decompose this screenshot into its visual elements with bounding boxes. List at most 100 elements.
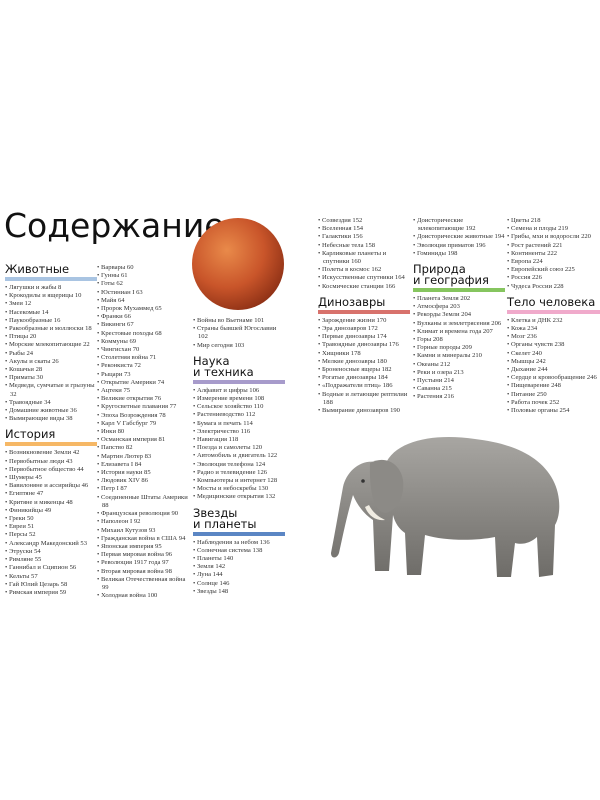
section-color-bar	[413, 288, 505, 293]
toc-entry: Питание 250	[507, 391, 600, 399]
section-color-bar	[318, 309, 410, 314]
toc-entry: Мир сегодня 103	[193, 342, 285, 350]
toc-entry: Франки 66	[97, 313, 189, 321]
toc-entry: Пищеварение 248	[507, 382, 600, 390]
toc-entry: «Подражатели птиц» 186	[318, 382, 410, 390]
toc-entry: Вторая мировая война 98	[97, 568, 189, 576]
toc-entry: Папство 82	[97, 444, 189, 452]
toc-entry: Майя 64	[97, 297, 189, 305]
toc-entry: Семена и плоды 219	[507, 225, 600, 233]
toc-entry: Римская империя 59	[5, 589, 97, 597]
section-heading: Наука и техника	[193, 353, 254, 379]
toc-entry: Великая Отечественная война 99	[97, 576, 189, 592]
section-color-bar	[507, 309, 600, 314]
toc-entry: Соединенные Штаты Америки 88	[97, 494, 189, 510]
toc-entry: Лягушки и жабы 8	[5, 284, 97, 292]
toc-entry: Первобытные люди 43	[5, 458, 97, 466]
toc-entry: Электричество 116	[193, 428, 285, 436]
toc-entry: Половые органы 254	[507, 407, 600, 415]
toc-entry: Клетка и ДНК 232	[507, 317, 600, 325]
toc-entry: Звезды 148	[193, 588, 285, 596]
toc-entry: Вулканы и землетрясения 206	[413, 320, 505, 328]
toc-entry: Великие открытия 76	[97, 395, 189, 403]
toc-entry: Зарождение жизни 170	[318, 317, 410, 325]
toc-entry: Домашние животные 36	[5, 407, 97, 415]
toc-entry: Рыцари 73	[97, 371, 189, 379]
toc-entry: Карликовые планеты и спутники 160	[318, 250, 410, 266]
toc-entry: Рыбы 24	[5, 350, 97, 358]
toc-entry: Коммуны 69	[97, 338, 189, 346]
toc-entry: Европейский союз 225	[507, 266, 600, 274]
page-title: Содержание	[4, 206, 225, 245]
toc-entry: Гражданская война в США 94	[97, 535, 189, 543]
toc-entry: Змеи 12	[5, 300, 97, 308]
toc-entry: Медицинские открытия 132	[193, 493, 285, 501]
toc-column: Цветы 218Семена и плоды 219Грибы, мхи и …	[507, 217, 600, 415]
toc-entry: Чудеса России 228	[507, 283, 600, 291]
toc-entry: Пустыни 214	[413, 377, 505, 385]
toc-entry: Первая мировая война 96	[97, 551, 189, 559]
toc-entry: Работа почек 252	[507, 399, 600, 407]
toc-entry: Эра динозавров 172	[318, 325, 410, 333]
toc-entry: Броненосные ящеры 182	[318, 366, 410, 374]
section-color-bar	[193, 531, 285, 536]
toc-entry: Возникновение Земли 42	[5, 449, 97, 457]
toc-column: Животные Лягушки и жабы 8Крокодилы и ящер…	[5, 262, 97, 597]
toc-entry: Автомобиль и двигатель 122	[193, 452, 285, 460]
toc-entry: Варвары 60	[97, 264, 189, 272]
toc-entry: Финикийцы 49	[5, 507, 97, 515]
toc-entry: Вселенная 154	[318, 225, 410, 233]
toc-entry: Солнечная система 138	[193, 547, 285, 555]
toc-entry: Михаил Кутузов 93	[97, 527, 189, 535]
toc-entry: Наблюдения за небом 136	[193, 539, 285, 547]
toc-entry: Мосты и небоскребы 130	[193, 485, 285, 493]
toc-entry: Солнце 146	[193, 580, 285, 588]
toc-entry: Войны во Вьетнаме 101	[193, 317, 285, 325]
toc-entry: Японская империя 95	[97, 543, 189, 551]
toc-entry: Петр I 87	[97, 485, 189, 493]
toc-column: Созвездия 152Вселенная 154Галактики 156Н…	[318, 217, 410, 415]
toc-entry: Крокодилы и ящерицы 10	[5, 292, 97, 300]
section-heading: Животные	[5, 262, 70, 276]
toc-entry: Реконкиста 72	[97, 362, 189, 370]
toc-entry: Римляне 55	[5, 556, 97, 564]
toc-entry: Рост растений 221	[507, 242, 600, 250]
toc-entry: Реки и озера 213	[413, 369, 505, 377]
toc-entry: Созвездия 152	[318, 217, 410, 225]
toc-entry: Гоминиды 198	[413, 250, 505, 258]
toc-entry: Викинги 67	[97, 321, 189, 329]
toc-entry: Людовик XIV 86	[97, 477, 189, 485]
elephant-image	[331, 436, 560, 577]
toc-entry: Холодная война 100	[97, 592, 189, 600]
toc-entry: Поезда и самолеты 120	[193, 444, 285, 452]
toc-entry: Карл V Габсбург 79	[97, 420, 189, 428]
toc-entry: Османская империя 81	[97, 436, 189, 444]
toc-entry: Кругосветные плавания 77	[97, 403, 189, 411]
toc-entry: Первобытное общество 44	[5, 466, 97, 474]
toc-entry: Рогатые динозавры 184	[318, 374, 410, 382]
toc-entry: Бумага и печать 114	[193, 420, 285, 428]
toc-entry: Грибы, мхи и водоросли 220	[507, 233, 600, 241]
toc-entry: Искусственные спутники 164	[318, 274, 410, 282]
toc-entry: Первые динозавры 174	[318, 333, 410, 341]
toc-entry: Доисторические животные 194	[413, 233, 505, 241]
toc-entry: Гай Юлий Цезарь 58	[5, 581, 97, 589]
toc-entry: Космические станции 166	[318, 283, 410, 291]
toc-entry: Этруски 54	[5, 548, 97, 556]
toc-entry: Наполеон I 92	[97, 518, 189, 526]
toc-entry: Насекомые 14	[5, 309, 97, 317]
toc-entry: Вымирающие виды 38	[5, 415, 97, 423]
toc-entry: Растениеводство 112	[193, 411, 285, 419]
toc-column: Варвары 60Гунны 61Готы 62Юстиниан I 63Ма…	[97, 264, 189, 600]
toc-entry: История науки 85	[97, 469, 189, 477]
toc-entry: Алфавит и цифры 106	[193, 387, 285, 395]
toc-entry: Дыхание 244	[507, 366, 600, 374]
toc-entry: Ацтеки 75	[97, 387, 189, 395]
toc-entry: Мелкие динозавры 180	[318, 358, 410, 366]
toc-entry: Луна 144	[193, 571, 285, 579]
toc-entry: Россия 226	[507, 274, 600, 282]
toc-entry: Планета Земля 202	[413, 295, 505, 303]
toc-entry: Крестовые походы 68	[97, 330, 189, 338]
toc-entry: Мозг 236	[507, 333, 600, 341]
toc-entry: Органы чувств 238	[507, 341, 600, 349]
